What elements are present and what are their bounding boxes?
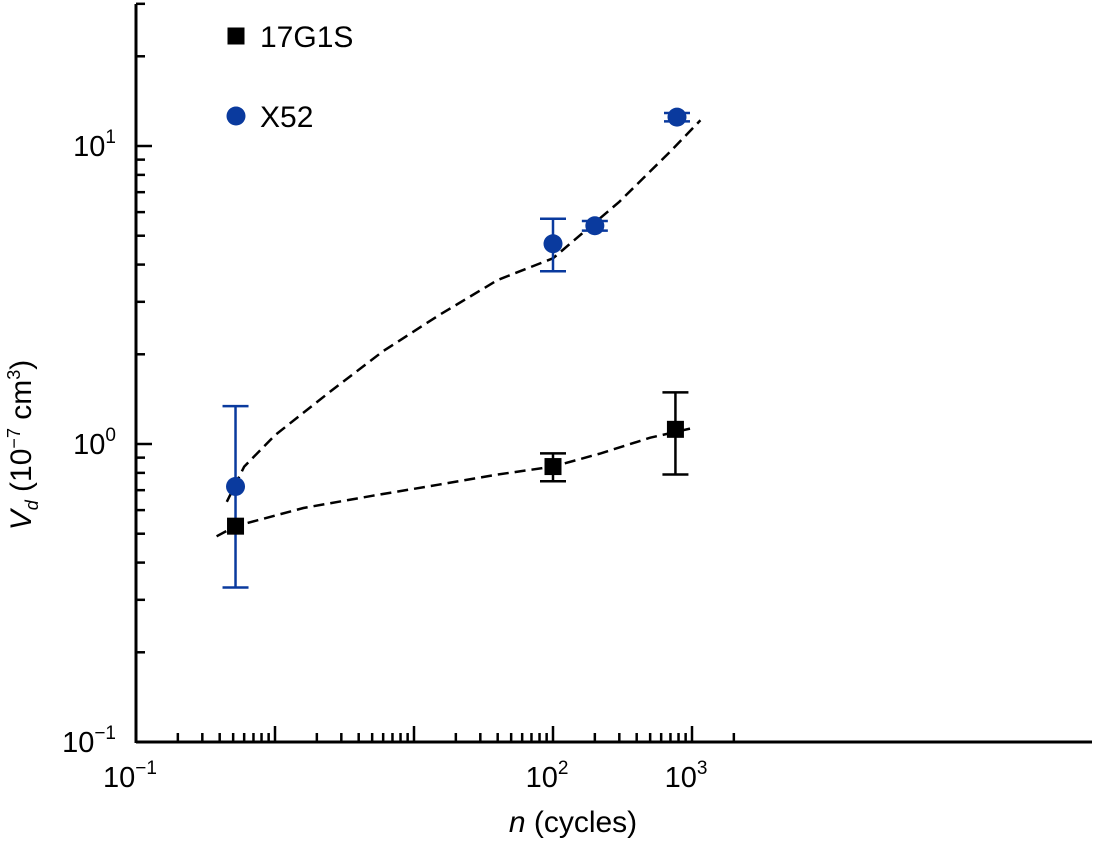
x-tick-label-exponent: 2 xyxy=(558,758,569,779)
x-tick-label-base: 10 xyxy=(665,762,697,794)
x-axis-unit: (cycles) xyxy=(525,806,638,839)
y-tick-label-exponent: 0 xyxy=(105,425,116,446)
marker-circle-x52 xyxy=(543,234,563,254)
y-tick-label-exponent: −1 xyxy=(94,723,116,744)
fit-line-x52 xyxy=(225,119,702,503)
marker-circle-x52 xyxy=(585,216,605,236)
marker-square-17g1s xyxy=(544,458,562,476)
y-tick-label: 10−1 xyxy=(62,723,116,759)
marker-square-17g1s xyxy=(227,517,245,535)
legend-marker-circle xyxy=(226,106,246,126)
y-tick-label: 101 xyxy=(73,127,116,163)
marker-circle-x52 xyxy=(226,477,246,497)
y-axis-unit-exponent: −7 xyxy=(4,428,24,449)
x-tick-label: 103 xyxy=(665,758,708,794)
x-axis-title: n (cycles) xyxy=(509,808,637,838)
fit-lines xyxy=(216,119,702,538)
y-tick-label: 100 xyxy=(73,425,116,461)
y-axis-subscript: d xyxy=(22,500,42,511)
legend: 17G1S X52 xyxy=(226,21,353,134)
y-axis-title: Vd (10−7 cm3) xyxy=(4,359,42,531)
y-axis-unit-power: 3 xyxy=(4,369,24,380)
y-tick-label-base: 10 xyxy=(73,131,105,163)
x-tick-label-base: 10 xyxy=(103,762,135,794)
y-tick-label-base: 10 xyxy=(73,429,105,461)
fit-line-17g1s xyxy=(216,426,693,538)
x-tick-label-exponent: −1 xyxy=(135,758,157,779)
data-markers xyxy=(226,107,687,535)
x-tick-label: 10−1 xyxy=(103,758,157,794)
x-tick-label-exponent: 3 xyxy=(697,758,708,779)
error-bars xyxy=(222,111,691,589)
marker-square-17g1s xyxy=(666,420,684,438)
y-axis-unit: cm xyxy=(5,379,38,429)
y-axis-unit-prefix: (10 xyxy=(5,448,38,501)
y-axis-symbol: V xyxy=(5,510,38,531)
y-tick-label-base: 10 xyxy=(62,727,94,759)
marker-circle-x52 xyxy=(667,107,687,127)
x-tick-label-base: 10 xyxy=(526,762,558,794)
y-axis-close: ) xyxy=(5,359,38,370)
y-tick-label-exponent: 1 xyxy=(105,127,116,148)
legend-label: X52 xyxy=(260,101,313,134)
x-tick-label: 102 xyxy=(526,758,569,794)
legend-label: 17G1S xyxy=(260,21,353,54)
axes xyxy=(134,2,1092,744)
x-axis-symbol: n xyxy=(508,806,526,839)
legend-marker-square xyxy=(227,27,245,45)
